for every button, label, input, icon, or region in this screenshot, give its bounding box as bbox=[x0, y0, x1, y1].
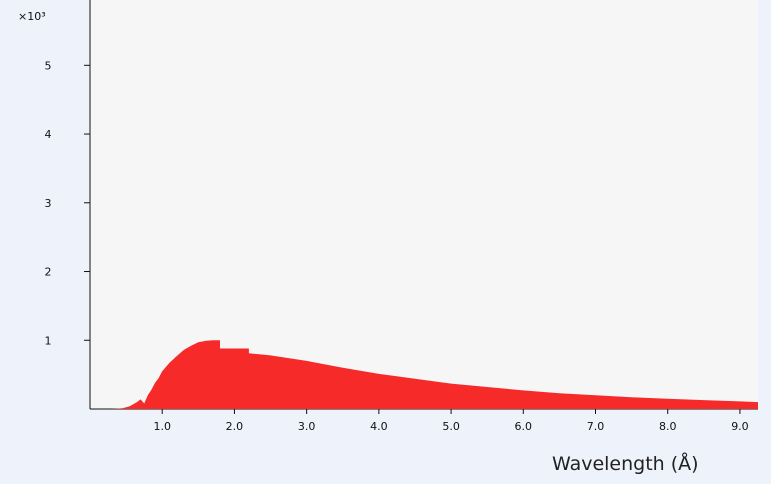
y-tick-label: 5 bbox=[45, 59, 52, 72]
x-tick-label: 1.0 bbox=[153, 420, 171, 433]
x-tick-label: 8.0 bbox=[659, 420, 677, 433]
x-tick-label: 4.0 bbox=[370, 420, 388, 433]
x-tick-label: 7.0 bbox=[587, 420, 605, 433]
y-tick-label: 4 bbox=[45, 128, 52, 141]
x-tick-label: 9.0 bbox=[731, 420, 749, 433]
x-tick-label: 3.0 bbox=[298, 420, 316, 433]
y-tick-label: 2 bbox=[45, 266, 52, 279]
y-multiplier-label: ×10³ bbox=[18, 10, 46, 23]
spectrum-area bbox=[111, 340, 758, 409]
plot-area bbox=[90, 0, 758, 409]
x-tick-label: 5.0 bbox=[442, 420, 460, 433]
x-tick-label: 2.0 bbox=[226, 420, 244, 433]
x-tick-label: 6.0 bbox=[515, 420, 533, 433]
y-tick-label: 3 bbox=[45, 197, 52, 210]
y-tick-label: 1 bbox=[45, 334, 52, 347]
x-axis-label: Wavelength (Å) bbox=[552, 453, 699, 475]
